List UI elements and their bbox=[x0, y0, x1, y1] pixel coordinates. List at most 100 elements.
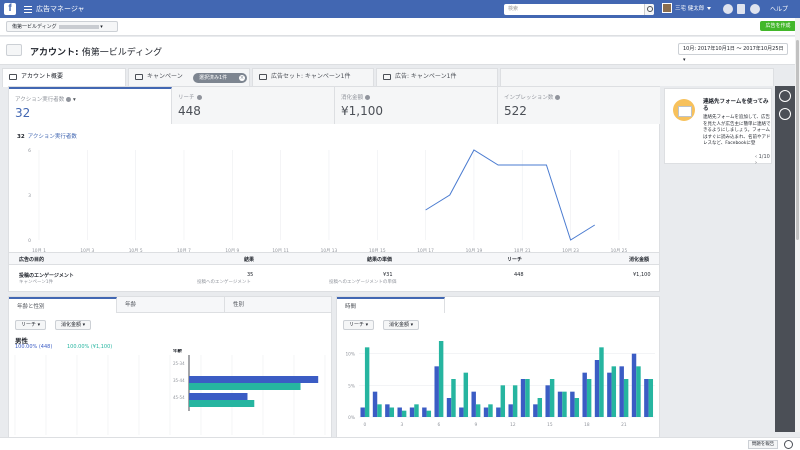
tab-ads[interactable]: 広告: キャンペーン1件 bbox=[376, 68, 498, 86]
bar-hour-23-reach bbox=[644, 379, 649, 417]
selected-filter-chip[interactable]: 選択済み1件 × bbox=[193, 73, 247, 83]
metric-value: ¥1,100 bbox=[341, 104, 383, 118]
bar-hour-19-reach bbox=[594, 360, 600, 417]
tip-title[interactable]: 連絡先フォームを使ってみる bbox=[703, 99, 769, 112]
tab-age-gender[interactable]: 年齢と性別 bbox=[9, 297, 117, 313]
bar-hour-4-reach bbox=[409, 407, 415, 417]
close-icon[interactable]: × bbox=[239, 75, 245, 81]
bar-hour-8-spend bbox=[463, 372, 469, 417]
x-tick-label: 10月 15 bbox=[369, 248, 386, 254]
bar-hour-15-spend bbox=[549, 379, 555, 417]
page-title: アカウント: 侑第一ビルディング bbox=[30, 45, 162, 58]
bar-hour-6-reach bbox=[434, 366, 439, 417]
account-bar: 侑第一ビルディング ▾ 広告を作成 bbox=[0, 18, 800, 36]
row-result-sub: 投稿へのエンゲージメント bbox=[197, 280, 251, 285]
bar-hour-10-spend bbox=[488, 404, 493, 417]
tab-age[interactable]: 年齢 bbox=[117, 297, 225, 313]
time-bar-chart: 0% 5% 10% 0 3 6 9 12 15 18 21 bbox=[345, 341, 655, 428]
bar-hour-7-reach bbox=[446, 398, 452, 417]
row-spend: ¥1,100 bbox=[633, 272, 651, 278]
date-range-label: 10月: 2017年10月1日 〜 2017年10月25日 bbox=[683, 46, 784, 52]
gear-icon[interactable] bbox=[750, 4, 760, 14]
footer: 問題を報告 bbox=[0, 437, 800, 450]
info-icon bbox=[196, 95, 202, 100]
summary-table: 広告の目的 結果 結果の単価 リーチ 消化金額 投稿のエンゲージメント キャンペ… bbox=[8, 252, 660, 292]
metric-dropdown-reach[interactable]: リーチ ▾ bbox=[15, 320, 47, 330]
bar-hour-14-reach bbox=[533, 404, 538, 417]
facebook-logo-icon[interactable]: f bbox=[4, 3, 16, 15]
collapse-icon[interactable] bbox=[779, 90, 791, 102]
col-result: 結果 bbox=[244, 257, 255, 263]
report-problem-button[interactable]: 問題を報告 bbox=[748, 440, 778, 449]
clock-icon[interactable] bbox=[779, 108, 791, 120]
grid-icon bbox=[259, 74, 267, 80]
tab-time[interactable]: 時間 bbox=[337, 297, 445, 313]
y-tick-label: 10% bbox=[345, 352, 355, 358]
line-chart: 0 3 6 10月 1 10月 3 10月 5 10月 7 10月 9 10月 11 10月 13… bbox=[28, 148, 628, 254]
reach-pct: 100.00% (448) bbox=[15, 344, 53, 350]
help-link[interactable]: ヘルプ bbox=[770, 6, 789, 13]
bar-hour-9-spend bbox=[475, 404, 481, 417]
tab-label: 広告: キャンペーン1件 bbox=[395, 73, 457, 80]
tip-pager[interactable]: ‹ 1/10 › bbox=[755, 154, 770, 166]
x-tick-label: 3 bbox=[401, 422, 404, 428]
search-input[interactable]: 検索 bbox=[504, 4, 654, 15]
metric-dropdown-reach[interactable]: リーチ ▾ bbox=[343, 320, 375, 330]
globe-icon[interactable] bbox=[784, 440, 793, 449]
flag-icon[interactable] bbox=[737, 4, 745, 14]
bar-hour-11-reach bbox=[496, 407, 501, 417]
bar-hour-1-spend bbox=[377, 404, 382, 417]
bar-hour-3-reach bbox=[397, 407, 402, 417]
x-tick-label: 10月 9 bbox=[225, 248, 239, 254]
bar-35-44-spend bbox=[189, 383, 301, 390]
x-tick-label: 10月 1 bbox=[32, 248, 46, 254]
account-select[interactable]: 侑第一ビルディング ▾ bbox=[6, 21, 118, 32]
metric-impressions[interactable]: インプレッション数 522 bbox=[498, 87, 660, 124]
metric-actions[interactable]: アクション実行者数 ▾ 32 bbox=[9, 87, 172, 124]
x-tick-label: 10月 11 bbox=[272, 248, 289, 254]
bar-hour-11-spend bbox=[500, 385, 506, 417]
create-ad-button[interactable]: 広告を作成 bbox=[760, 21, 796, 31]
bar-hour-10-reach bbox=[483, 407, 489, 417]
bar-hour-18-spend bbox=[586, 379, 592, 417]
user-menu[interactable]: 三宅 健太郎 bbox=[662, 3, 712, 13]
date-range-picker[interactable]: 10月: 2017年10月1日 〜 2017年10月25日 ▾ bbox=[678, 43, 788, 63]
scrollbar-thumb[interactable] bbox=[796, 40, 799, 240]
metric-label: 消化金額 bbox=[341, 93, 371, 101]
globe-icon[interactable] bbox=[723, 4, 733, 14]
tab-gender[interactable]: 性別 bbox=[225, 297, 331, 313]
view-toggle-button[interactable] bbox=[6, 44, 22, 56]
x-tick-label: 15 bbox=[547, 422, 553, 428]
tab-label: アカウント概要 bbox=[21, 73, 64, 80]
account-icon bbox=[9, 74, 17, 80]
metric-reach[interactable]: リーチ 448 bbox=[172, 87, 335, 124]
search-icon[interactable] bbox=[644, 4, 654, 15]
y-tick-label: 5% bbox=[348, 383, 355, 389]
bar-hour-13-spend bbox=[525, 379, 530, 417]
bar-hour-12-spend bbox=[512, 385, 518, 417]
info-icon bbox=[365, 95, 371, 100]
spend-pct: 100.00% (¥1,100) bbox=[67, 344, 113, 350]
ad-icon bbox=[383, 74, 391, 80]
bar-hour-21-spend bbox=[623, 379, 629, 417]
metric-dropdown-spend[interactable]: 消化金額 ▾ bbox=[55, 320, 92, 330]
x-tick-label: 10月 21 bbox=[514, 248, 531, 254]
menu-icon[interactable] bbox=[24, 5, 32, 13]
metric-dropdown-spend[interactable]: 消化金額 ▾ bbox=[383, 320, 420, 330]
bar-hour-5-spend bbox=[426, 410, 432, 417]
age-label: 35-44 bbox=[173, 378, 185, 383]
bar-hour-9-reach bbox=[471, 391, 476, 417]
x-tick-label: 10月 23 bbox=[562, 248, 579, 254]
x-tick-label: 12 bbox=[510, 422, 516, 428]
page-title-name: 侑第一ビルディング bbox=[81, 48, 163, 58]
metrics-strip: アクション実行者数 ▾ 32 リーチ 448 消化金額 ¥1,100 インプレッ… bbox=[8, 86, 660, 124]
row-cost-sub: 投稿へのエンゲージメントの単価 bbox=[329, 280, 397, 285]
metric-label: アクション実行者数 ▾ bbox=[15, 97, 76, 103]
metric-value: 522 bbox=[504, 104, 527, 118]
age-label: 45-54 bbox=[173, 395, 185, 400]
app-title[interactable]: 広告マネージャ bbox=[36, 5, 85, 13]
tab-adsets[interactable]: 広告セット: キャンペーン1件 bbox=[252, 68, 374, 86]
x-tick-label: 10月 25 bbox=[611, 248, 628, 254]
metric-spend[interactable]: 消化金額 ¥1,100 bbox=[335, 87, 498, 124]
tab-account-overview[interactable]: アカウント概要 bbox=[2, 68, 126, 87]
